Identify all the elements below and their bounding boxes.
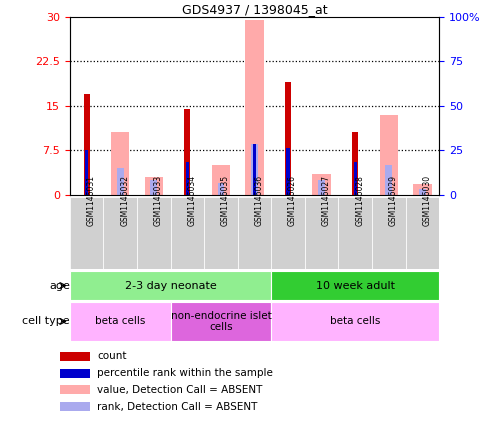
Text: value, Detection Call = ABSENT: value, Detection Call = ABSENT <box>97 385 262 395</box>
Bar <box>186 162 189 195</box>
Bar <box>171 302 271 341</box>
Text: percentile rank within the sample: percentile rank within the sample <box>97 368 273 378</box>
Text: cell type: cell type <box>22 316 70 327</box>
Bar <box>60 352 90 361</box>
Bar <box>338 197 372 269</box>
Bar <box>285 82 291 195</box>
Title: GDS4937 / 1398045_at: GDS4937 / 1398045_at <box>182 3 327 16</box>
Bar <box>245 20 263 195</box>
Text: rank, Detection Call = ABSENT: rank, Detection Call = ABSENT <box>97 401 257 412</box>
Text: GSM1146027: GSM1146027 <box>322 175 331 226</box>
Text: GSM1146028: GSM1146028 <box>355 175 364 226</box>
Text: count: count <box>97 352 127 361</box>
Bar <box>212 165 230 195</box>
Bar <box>117 168 124 195</box>
Bar <box>286 148 290 195</box>
Bar <box>103 197 137 269</box>
Bar <box>385 165 392 195</box>
Bar <box>85 150 88 195</box>
Text: GSM1146032: GSM1146032 <box>120 175 129 226</box>
Bar <box>218 183 224 195</box>
Bar <box>413 184 432 195</box>
Bar <box>238 197 271 269</box>
Bar <box>184 109 191 195</box>
Text: age: age <box>49 280 70 291</box>
Text: GSM1146034: GSM1146034 <box>187 175 196 226</box>
Text: GSM1146031: GSM1146031 <box>87 175 96 226</box>
Bar <box>70 197 103 269</box>
Bar <box>353 162 357 195</box>
Bar <box>305 197 338 269</box>
Bar <box>253 144 256 195</box>
Text: 10 week adult: 10 week adult <box>316 280 395 291</box>
Bar <box>70 302 171 341</box>
Bar <box>204 197 238 269</box>
Text: GSM1146029: GSM1146029 <box>389 175 398 226</box>
Bar <box>271 302 439 341</box>
Text: GSM1146030: GSM1146030 <box>422 175 431 226</box>
Bar <box>60 402 90 411</box>
Bar <box>271 197 305 269</box>
Bar <box>406 197 439 269</box>
Bar <box>372 197 406 269</box>
Bar <box>251 144 258 195</box>
Bar <box>380 115 398 195</box>
Bar <box>60 385 90 394</box>
Text: 2-3 day neonate: 2-3 day neonate <box>125 280 217 291</box>
Bar <box>419 189 426 195</box>
Bar <box>111 132 129 195</box>
Text: GSM1146026: GSM1146026 <box>288 175 297 226</box>
Text: GSM1146036: GSM1146036 <box>254 175 263 226</box>
Bar <box>145 177 163 195</box>
Text: GSM1146033: GSM1146033 <box>154 175 163 226</box>
Text: beta cells: beta cells <box>330 316 380 327</box>
Bar <box>137 197 171 269</box>
Bar <box>84 94 90 195</box>
Bar <box>70 271 271 300</box>
Bar <box>271 271 439 300</box>
Bar <box>318 180 325 195</box>
Bar <box>352 132 358 195</box>
Bar <box>171 197 204 269</box>
Text: non-endocrine islet
cells: non-endocrine islet cells <box>171 310 271 332</box>
Text: GSM1146035: GSM1146035 <box>221 175 230 226</box>
Bar <box>312 174 331 195</box>
Bar <box>150 180 157 195</box>
Bar <box>60 368 90 378</box>
Text: beta cells: beta cells <box>95 316 145 327</box>
